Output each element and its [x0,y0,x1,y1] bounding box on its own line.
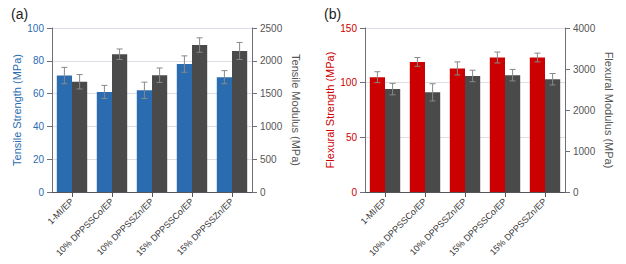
svg-text:0: 0 [38,187,44,198]
svg-text:Tensile Strength (MPa): Tensile Strength (MPa) [11,54,23,166]
svg-text:Flexural Strength (MPa): Flexural Strength (MPa) [324,52,336,169]
svg-text:100: 100 [340,77,357,88]
svg-text:4000: 4000 [573,23,596,34]
svg-text:0: 0 [351,187,357,198]
svg-text:15% DPPSSCo/EP: 15% DPPSSCo/EP [134,196,196,258]
svg-text:50: 50 [346,132,358,143]
svg-text:100: 100 [27,23,44,34]
svg-text:60: 60 [33,88,45,99]
svg-text:(a): (a) [11,6,28,22]
svg-text:1-MI/EP: 1-MI/EP [359,196,389,226]
svg-text:1500: 1500 [260,88,283,99]
svg-text:1000: 1000 [260,121,283,132]
svg-text:40: 40 [33,121,45,132]
svg-text:Flexural Modulus (MPa): Flexural Modulus (MPa) [603,52,615,169]
svg-text:3000: 3000 [573,64,596,75]
svg-text:0: 0 [573,187,579,198]
svg-text:10% DPPSSZn/EP: 10% DPPSSZn/EP [94,196,156,258]
svg-text:15% DPPSSCo/EP: 15% DPPSSCo/EP [447,196,509,258]
svg-text:10% DPPSSZn/EP: 10% DPPSSZn/EP [407,196,469,258]
svg-text:2000: 2000 [573,105,596,116]
svg-text:0: 0 [260,187,266,198]
svg-text:80: 80 [33,55,45,66]
svg-text:15% DPPSSZn/EP: 15% DPPSSZn/EP [488,196,549,257]
svg-text:2500: 2500 [260,23,283,34]
svg-text:10% DPPSSCo/EP: 10% DPPSSCo/EP [367,196,429,258]
svg-text:150: 150 [340,23,357,34]
svg-text:20: 20 [33,154,45,165]
svg-text:(b): (b) [324,6,341,22]
svg-text:1-MI/EP: 1-MI/EP [46,196,76,226]
svg-text:Tensile Modulus (MPa): Tensile Modulus (MPa) [290,54,302,166]
svg-text:500: 500 [260,154,277,165]
svg-text:1000: 1000 [573,146,596,157]
svg-text:2000: 2000 [260,55,283,66]
svg-text:10% DPPSSCo/EP: 10% DPPSSCo/EP [54,196,116,258]
svg-text:15% DPPSSZn/EP: 15% DPPSSZn/EP [175,196,236,257]
